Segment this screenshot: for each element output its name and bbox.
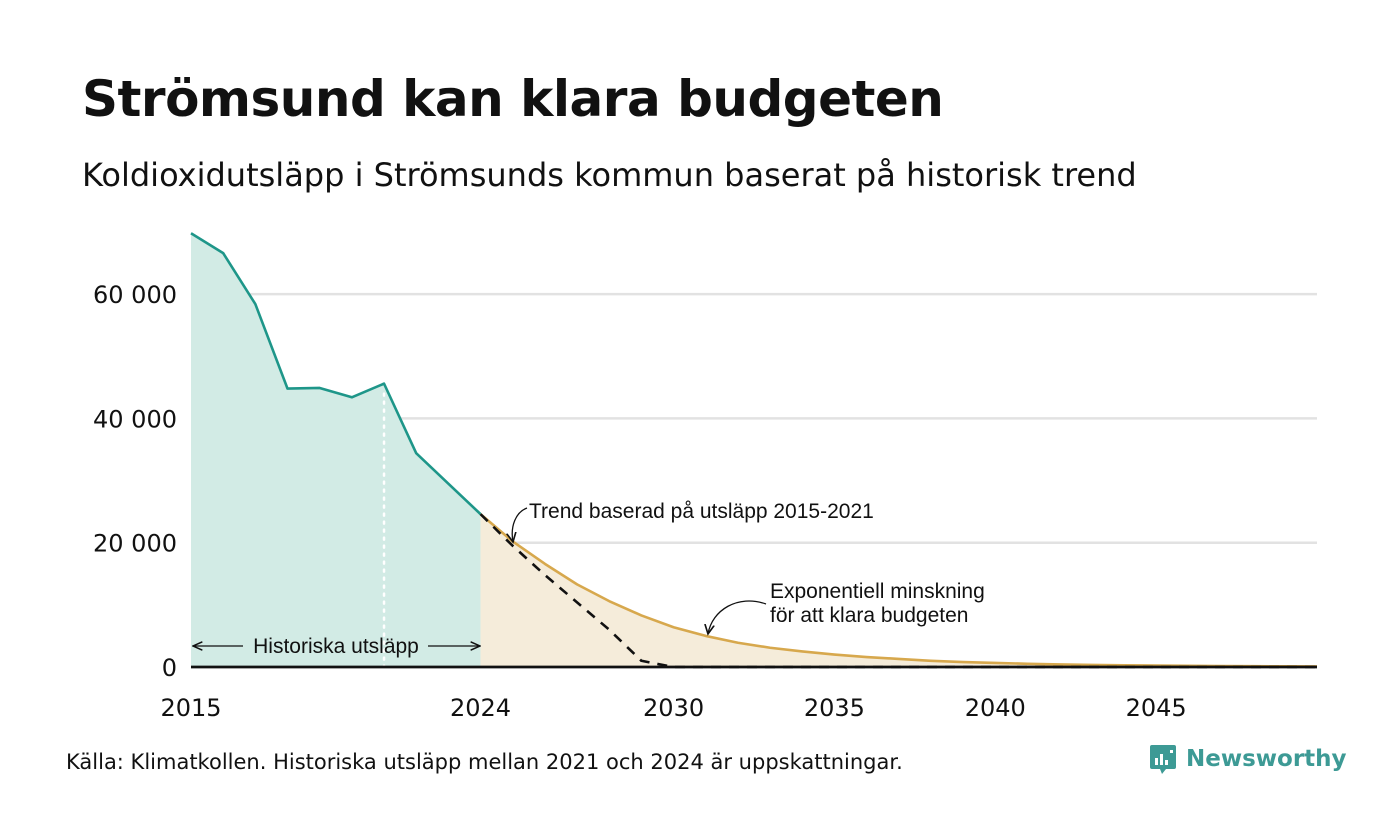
chart-subtitle: Koldioxidutsläpp i Strömsunds kommun bas…: [82, 156, 1137, 194]
historic-area: [191, 233, 481, 667]
x-tick-label: 2040: [965, 694, 1026, 722]
budget-area: [480, 514, 1317, 667]
brand-logo[interactable]: Newsworthy: [1148, 744, 1347, 774]
x-tick-label: 2045: [1126, 694, 1187, 722]
budget-pointer: [708, 600, 767, 634]
budget-label-line1: Exponentiell minskning: [770, 580, 985, 603]
historic-line: [190, 232, 482, 516]
y-tick-label: 20 000: [93, 530, 177, 558]
area-fills: [191, 233, 1317, 669]
bar-chart-logo-icon: [1150, 745, 1176, 774]
chart-title: Strömsund kan klara budgeten: [82, 70, 944, 128]
brand-name: Newsworthy: [1186, 746, 1347, 772]
budget-label-line2: för att klara budgeten: [770, 604, 968, 627]
trend-line: [479, 513, 1317, 669]
x-tick-label: 2015: [160, 694, 221, 722]
y-tick-label: 40 000: [93, 405, 177, 433]
historic-label: Historiska utsläpp: [253, 635, 419, 658]
source-note: Källa: Klimatkollen. Historiska utsläpp …: [66, 750, 903, 774]
trend-label: Trend baserad på utsläpp 2015-2021: [529, 500, 874, 523]
annotations: Historiska utsläpp Trend baserad på utsl…: [193, 500, 985, 658]
x-tick-label: 2035: [804, 694, 865, 722]
y-tick-label: 0: [162, 654, 177, 682]
trend-pointer: [512, 507, 528, 542]
x-tick-label: 2024: [450, 694, 511, 722]
y-tick-label: 60 000: [93, 281, 177, 309]
x-tick-label: 2030: [643, 694, 704, 722]
axes: 0 20 000 40 000 60 000 2015 2024 2030 2035 2040 2…: [93, 281, 1317, 722]
